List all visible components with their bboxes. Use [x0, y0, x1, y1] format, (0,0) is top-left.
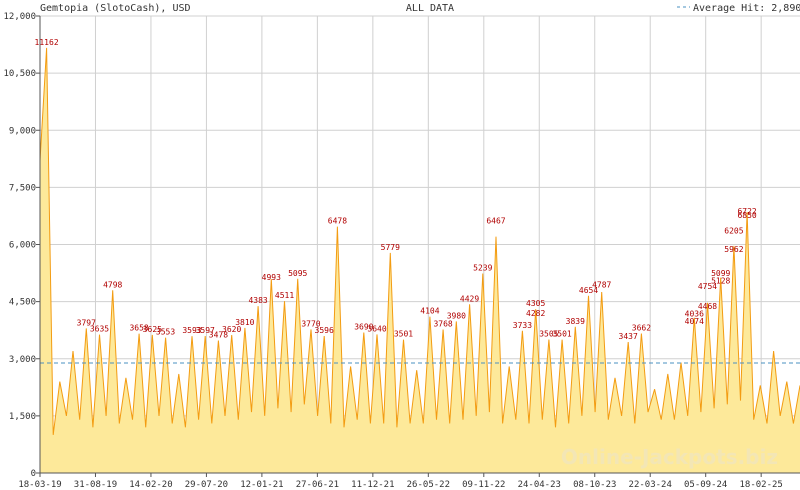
- peak-value-label: 3690: [354, 322, 373, 331]
- peak-value-label: 4305: [526, 299, 545, 308]
- y-tick-label: 6,000: [9, 241, 36, 251]
- series-area: [39, 47, 800, 474]
- peak-value-label: 3980: [447, 311, 466, 320]
- y-tick-label: 7,500: [9, 183, 36, 193]
- x-tick-label: 05-09-24: [684, 480, 727, 490]
- y-axis-ticks: 0 1,500 3,000 4,500 6,000 7,500 9,000 10,500 12,…: [3, 12, 40, 479]
- peak-value-label: 3501: [394, 330, 413, 339]
- x-axis-ticks: 18-03-19 31-08-19 14-02-20 29-07-20 12-01-21…: [18, 473, 783, 490]
- x-tick-label: 24-04-23: [518, 480, 561, 490]
- peak-value-label: 3437: [619, 332, 638, 341]
- peak-value-label: 4993: [262, 273, 281, 282]
- watermark: Online-Jackpots.biz: [561, 445, 778, 469]
- peak-value-label: 6478: [328, 216, 347, 225]
- peak-value-label: 5239: [473, 263, 492, 272]
- legend-average-label: Average Hit: 2,890: [693, 3, 800, 14]
- peak-value-label: 3597: [196, 326, 215, 335]
- peak-value-label: 3662: [632, 324, 651, 333]
- peak-value-label: 3640: [367, 324, 386, 333]
- peak-value-label: 3593: [182, 326, 201, 335]
- y-tick-label: 12,000: [3, 12, 36, 22]
- peak-value-label: 3797: [77, 318, 96, 327]
- peak-value-label: 5095: [288, 269, 307, 278]
- peak-value-label: 4798: [103, 280, 122, 289]
- y-tick-label: 1,500: [9, 412, 36, 422]
- peak-value-label: 4429: [460, 294, 479, 303]
- peak-value-label: 4036: [685, 309, 704, 318]
- x-tick-label: 18-03-19: [18, 480, 61, 490]
- peak-value-label: 4074: [685, 317, 704, 326]
- peak-value-label: 6722: [737, 207, 756, 216]
- peak-value-label: 4468: [698, 302, 717, 311]
- chart-period-title: ALL DATA: [406, 3, 454, 14]
- peak-value-label: 6467: [486, 217, 505, 226]
- y-tick-label: 0: [31, 469, 36, 479]
- peak-value-label: 5779: [381, 243, 400, 252]
- x-tick-label: 12-01-21: [240, 480, 283, 490]
- x-tick-label: 14-02-20: [129, 480, 172, 490]
- y-tick-label: 3,000: [9, 355, 36, 365]
- peak-value-label: 4383: [248, 296, 267, 305]
- peak-value-label: 6205: [724, 227, 743, 236]
- peak-value-label: 3620: [222, 325, 241, 334]
- y-tick-label: 9,000: [9, 126, 36, 136]
- peak-value-label: 3810: [235, 318, 254, 327]
- peak-value-label: 3505: [539, 330, 558, 339]
- peak-value-label: 3733: [513, 321, 532, 330]
- peak-value-label: 3501: [552, 330, 571, 339]
- x-tick-label: 26-05-22: [407, 480, 450, 490]
- x-tick-label: 31-08-19: [74, 480, 117, 490]
- peak-value-label: 5128: [711, 277, 730, 286]
- x-tick-label: 22-03-24: [629, 480, 672, 490]
- peak-value-label: 3553: [156, 328, 175, 337]
- peak-value-label: 4511: [275, 291, 294, 300]
- peak-value-label: 4282: [526, 309, 545, 318]
- peak-value-label: 3596: [315, 326, 334, 335]
- x-tick-label: 08-10-23: [573, 480, 616, 490]
- x-tick-label: 11-12-21: [351, 480, 394, 490]
- series-line: [39, 47, 800, 435]
- peak-value-label: 5099: [711, 269, 730, 278]
- y-tick-label: 10,500: [3, 69, 36, 79]
- x-tick-label: 18-02-25: [739, 480, 782, 490]
- chart-game-title: Gemtopia (SlotoCash), USD: [40, 3, 191, 14]
- peak-value-label: 3768: [433, 320, 452, 329]
- peak-value-label: 4654: [579, 286, 598, 295]
- peak-value-label: 3478: [209, 331, 228, 340]
- peak-value-label: 3625: [143, 325, 162, 334]
- peak-value-label: 3770: [301, 319, 320, 328]
- peak-value-label: 4754: [698, 282, 717, 291]
- peak-value-label: 4787: [592, 281, 611, 290]
- y-tick-label: 4,500: [9, 298, 36, 308]
- x-tick-label: 29-07-20: [185, 480, 228, 490]
- peak-value-label: 3658: [129, 324, 148, 333]
- series-area-fill: [40, 47, 800, 474]
- x-tick-label: 09-11-22: [462, 480, 505, 490]
- peak-value-label: 4104: [420, 307, 439, 316]
- peak-value-label: 6850: [737, 211, 756, 220]
- peak-value-label: 5962: [724, 245, 743, 254]
- x-tick-label: 27-06-21: [296, 480, 339, 490]
- peak-value-label: 11162: [35, 38, 59, 47]
- peak-value-label: 3839: [566, 317, 585, 326]
- peak-value-label: 3635: [90, 325, 109, 334]
